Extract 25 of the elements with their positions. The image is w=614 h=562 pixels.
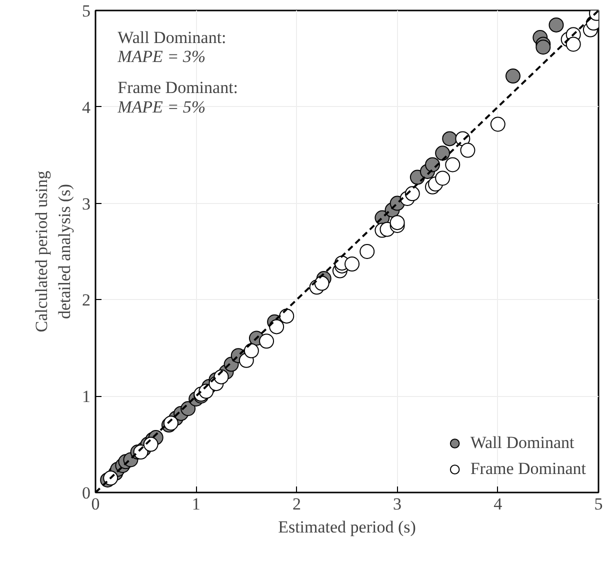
- y-tick-label: 4: [82, 98, 91, 117]
- point: [143, 436, 158, 452]
- x-tick-label: 5: [594, 494, 603, 514]
- point: [214, 369, 229, 384]
- point: [314, 276, 330, 291]
- x-tick-label: 4: [494, 494, 503, 514]
- legend-label: Frame Dominant: [470, 459, 586, 479]
- y-axis-title: Calculated period using detailed analysis (s): [32, 170, 74, 332]
- y-tick-label: 2: [82, 290, 90, 310]
- point: [536, 40, 551, 55]
- y-tick-label: 5: [82, 2, 90, 20]
- x-tick-label: 1: [192, 494, 200, 514]
- x-tick-label: 3: [393, 494, 402, 514]
- y-tick-label: 1: [82, 387, 90, 406]
- point: [442, 131, 458, 146]
- x-tick-label: 2: [292, 494, 301, 514]
- point: [435, 146, 450, 161]
- point: [269, 319, 284, 334]
- annotation: Frame Dominant: MAPE = 5%: [116, 78, 238, 116]
- y-tick-label: 3: [82, 194, 90, 214]
- point: [548, 17, 564, 32]
- legend-label: Wall Dominant: [470, 433, 574, 453]
- point: [505, 68, 520, 84]
- annotation: Wall Dominant: MAPE = 3%: [116, 28, 226, 66]
- x-axis-title: Estimated period (s): [278, 518, 416, 536]
